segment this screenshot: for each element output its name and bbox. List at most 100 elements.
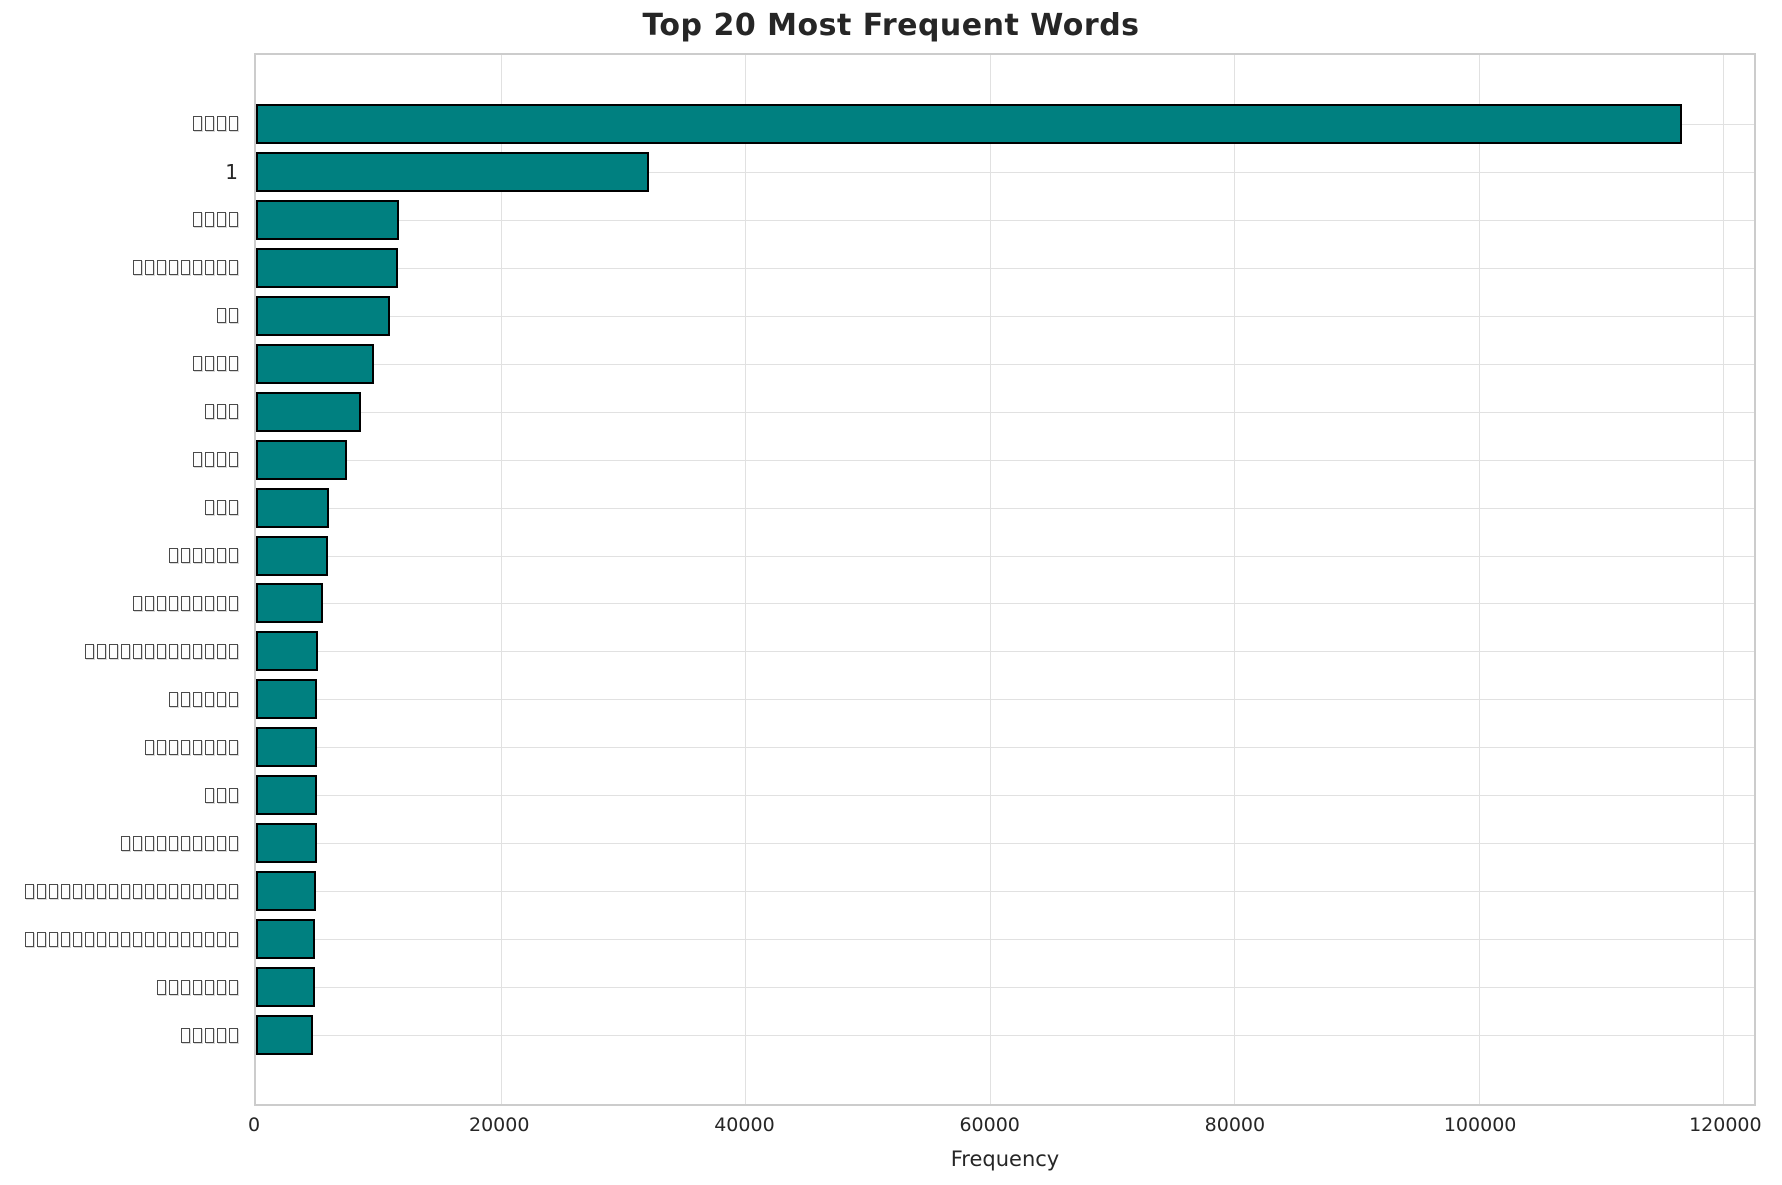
y-gridline	[256, 795, 1754, 797]
missing-glyph-box	[229, 739, 238, 755]
y-tick-label	[0, 244, 238, 292]
missing-glyph-label	[145, 739, 238, 755]
x-gridline	[1723, 55, 1725, 1104]
missing-glyph-box	[217, 548, 226, 564]
y-tick-label	[0, 436, 238, 484]
missing-glyph-box	[217, 452, 226, 468]
missing-glyph-label	[205, 787, 238, 803]
missing-glyph-box	[181, 835, 190, 851]
missing-glyph-label	[25, 931, 238, 947]
missing-glyph-box	[169, 979, 178, 995]
x-tick-label: 20000	[468, 1114, 530, 1136]
x-gridline	[989, 55, 991, 1104]
missing-glyph-box	[205, 116, 214, 132]
missing-glyph-box	[157, 883, 166, 899]
missing-glyph-box	[181, 979, 190, 995]
missing-glyph-label	[193, 116, 238, 132]
chart-title: Top 20 Most Frequent Words	[642, 8, 1140, 43]
missing-glyph-box	[205, 596, 214, 611]
missing-glyph-box	[145, 260, 154, 276]
missing-glyph-label	[85, 643, 238, 659]
y-gridline	[256, 699, 1754, 701]
missing-glyph-box	[181, 1027, 190, 1043]
missing-glyph-box	[133, 883, 142, 899]
missing-glyph-box	[229, 596, 238, 611]
missing-glyph-box	[109, 883, 118, 899]
y-tick-label	[0, 100, 238, 148]
missing-glyph-box	[97, 643, 106, 659]
missing-glyph-box	[229, 212, 238, 228]
y-tick-label	[0, 771, 238, 819]
missing-glyph-box	[205, 1027, 214, 1043]
missing-glyph-box	[169, 548, 178, 564]
missing-glyph-box	[217, 739, 226, 755]
missing-glyph-box	[205, 404, 214, 420]
missing-glyph-box	[61, 931, 70, 947]
missing-glyph-box	[145, 739, 154, 755]
missing-glyph-box	[229, 883, 238, 899]
missing-glyph-box	[229, 1027, 238, 1043]
bar	[256, 295, 390, 336]
missing-glyph-box	[205, 500, 214, 516]
bar	[256, 535, 328, 576]
missing-glyph-box	[181, 548, 190, 564]
missing-glyph-box	[217, 979, 226, 995]
y-gridline	[256, 1035, 1754, 1037]
missing-glyph-box	[229, 931, 238, 947]
missing-glyph-label	[157, 979, 238, 995]
x-tick-label: 80000	[1204, 1114, 1266, 1136]
bar	[256, 727, 318, 768]
missing-glyph-box	[121, 835, 130, 851]
missing-glyph-box	[145, 835, 154, 851]
missing-glyph-box	[193, 739, 202, 755]
missing-glyph-box	[229, 500, 238, 516]
missing-glyph-box	[217, 835, 226, 851]
y-tick-label	[0, 867, 238, 915]
missing-glyph-box	[37, 883, 46, 899]
missing-glyph-box	[217, 643, 226, 659]
y-gridline	[256, 459, 1754, 461]
x-axis-title: Frequency	[950, 1147, 1060, 1171]
y-gridline	[256, 651, 1754, 653]
y-tick-label-text: 1	[225, 159, 238, 184]
y-tick-label	[0, 340, 238, 388]
missing-glyph-box	[169, 691, 178, 707]
missing-glyph-box	[133, 260, 142, 276]
bar	[256, 919, 316, 960]
y-gridline	[256, 267, 1754, 269]
y-tick-label	[0, 915, 238, 963]
missing-glyph-box	[229, 452, 238, 468]
y-gridline	[256, 891, 1754, 893]
missing-glyph-box	[217, 883, 226, 899]
bar	[256, 871, 317, 912]
x-gridline	[500, 55, 502, 1104]
missing-glyph-box	[217, 787, 226, 803]
y-gridline	[256, 315, 1754, 317]
missing-glyph-box	[205, 452, 214, 468]
bar	[256, 775, 317, 816]
missing-glyph-box	[217, 260, 226, 276]
missing-glyph-box	[205, 979, 214, 995]
x-tick-label: 120000	[1689, 1114, 1762, 1136]
missing-glyph-box	[193, 979, 202, 995]
missing-glyph-box	[169, 643, 178, 659]
missing-glyph-box	[217, 308, 226, 324]
missing-glyph-box	[205, 883, 214, 899]
y-gridline	[256, 603, 1754, 605]
missing-glyph-box	[217, 116, 226, 132]
missing-glyph-box	[157, 835, 166, 851]
missing-glyph-box	[193, 212, 202, 228]
missing-glyph-box	[217, 931, 226, 947]
missing-glyph-label	[193, 356, 238, 372]
missing-glyph-box	[145, 883, 154, 899]
bar	[256, 103, 1682, 144]
bar	[256, 151, 649, 192]
missing-glyph-box	[169, 260, 178, 276]
missing-glyph-box	[97, 883, 106, 899]
y-gridline	[256, 939, 1754, 941]
bar	[256, 487, 330, 528]
y-tick-label	[0, 484, 238, 532]
bar	[256, 631, 319, 672]
missing-glyph-box	[229, 116, 238, 132]
missing-glyph-box	[181, 883, 190, 899]
